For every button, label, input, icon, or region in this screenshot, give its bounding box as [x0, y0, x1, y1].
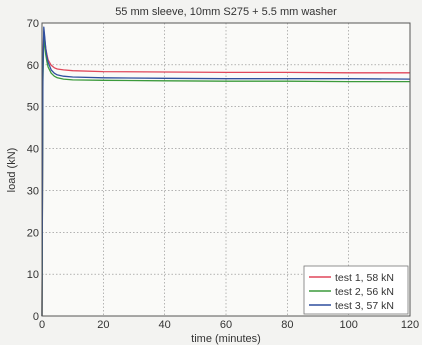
plot-frame	[41, 22, 411, 317]
y-axis-label: load (kN)	[6, 148, 18, 193]
legend: test 1, 58 kN test 2, 56 kN test 3, 57 kN	[303, 265, 409, 315]
x-axis-label: time (minutes)	[191, 333, 261, 345]
x-tick-label: 40	[159, 319, 171, 331]
x-tick-label: 20	[97, 319, 109, 331]
y-tick-label: 50	[27, 102, 39, 114]
series-line-test-2	[41, 34, 410, 317]
legend-box	[303, 265, 409, 315]
y-tick-label: 40	[27, 144, 39, 156]
legend-entry-label: test 2, 56 kN	[335, 286, 394, 298]
x-tick-label: 80	[281, 319, 293, 331]
x-tick-label: 120	[401, 319, 419, 331]
legend-entry-label: test 1, 58 kN	[335, 272, 394, 284]
x-tick-label: 0	[39, 319, 45, 331]
y-tick-label: 10	[27, 269, 39, 281]
y-tick-label: 70	[27, 18, 39, 30]
y-tick-label: 0	[33, 311, 39, 323]
x-tick-label: 60	[220, 319, 232, 331]
series-lines	[41, 26, 411, 317]
series-line-test-3	[41, 26, 411, 317]
legend-entry-label: test 3, 57 kN	[335, 300, 394, 312]
y-tick-label: 60	[27, 60, 39, 72]
y-tick-label: 30	[27, 185, 39, 197]
y-tick-label: 20	[27, 227, 39, 239]
tick-labels: 0 20 40 60 80 100 120 0 10 20 30 40 50 60 70	[27, 18, 419, 331]
chart-title: 55 mm sleeve, 10mm S275 + 5.5 mm washer	[115, 6, 337, 18]
x-tick-label: 100	[339, 319, 357, 331]
